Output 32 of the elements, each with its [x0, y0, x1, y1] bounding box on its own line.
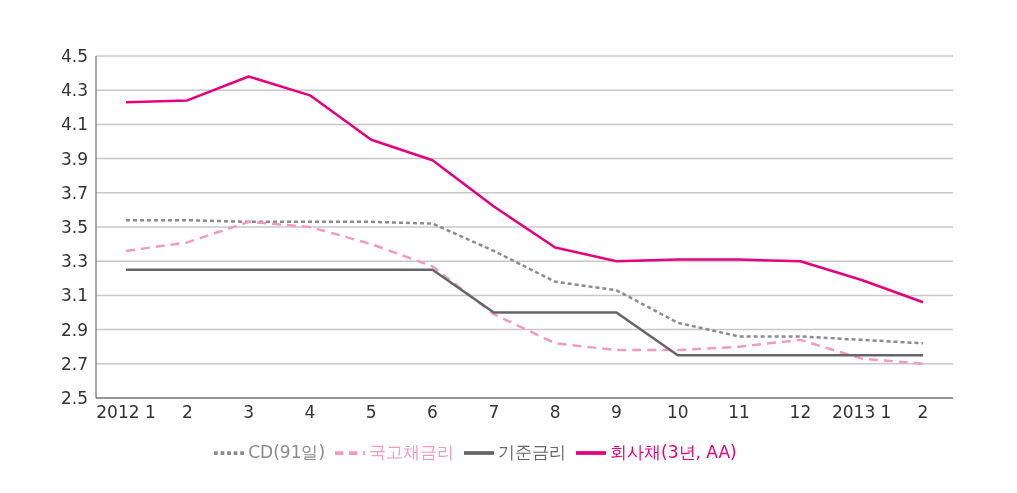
y-tick-label: 3.9	[60, 148, 88, 169]
y-tick-label: 4.5	[60, 46, 88, 67]
line-series	[124, 220, 925, 366]
y-tick-label: 2.7	[60, 353, 88, 374]
x-tick-label: 4	[304, 402, 316, 423]
y-tick-label: 2.5	[60, 388, 88, 409]
y-tick-label: 2.9	[60, 319, 88, 340]
legend-label: 기준금리	[498, 442, 567, 462]
x-tick-label: 7	[488, 402, 500, 423]
legend-label: 국고채금리	[369, 442, 455, 462]
y-tick-label: 3.1	[60, 285, 88, 306]
x-tick-label: 8	[549, 402, 561, 423]
x-tick-label: 2	[917, 402, 929, 423]
x-tick-label: 2013 1	[831, 402, 892, 423]
y-tick-label: 3.3	[60, 251, 88, 272]
x-tick-label: 5	[365, 402, 377, 423]
x-tick-label: 9	[611, 402, 622, 423]
y-tick-label: 4.3	[60, 80, 88, 101]
y-tick-label: 4.1	[60, 114, 88, 135]
line-series	[124, 218, 925, 345]
line-series	[124, 75, 925, 304]
x-tick-label: 11	[728, 402, 750, 423]
legend-label: CD(91일)	[248, 442, 326, 462]
y-tick-label: 3.5	[60, 217, 88, 238]
x-tick-label: 6	[427, 402, 438, 423]
x-tick-label: 3	[243, 402, 255, 423]
legend-label: 회사채(3년, AA)	[610, 442, 737, 462]
y-tick-label: 3.7	[60, 182, 88, 203]
x-tick-label: 12	[789, 402, 812, 423]
x-tick-label: 2	[181, 402, 193, 423]
x-tick-label: 2012 1	[96, 402, 156, 423]
x-tick-label: 10	[666, 402, 689, 423]
